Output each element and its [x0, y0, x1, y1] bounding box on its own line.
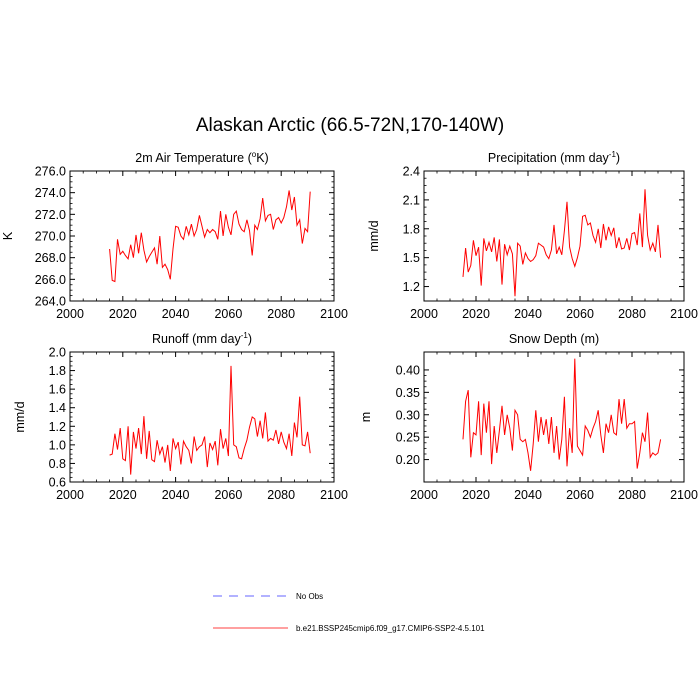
panel-3-xtick-label: 2020 — [109, 488, 137, 502]
panel-1-title: 2m Air Temperature (oK) — [135, 150, 268, 165]
panel-1-xtick-label: 2040 — [162, 307, 190, 321]
panel-1-ytick-label: 272.0 — [35, 208, 66, 222]
panel-2-ytick-label: 1.2 — [403, 280, 420, 294]
panel-3-series-line — [109, 365, 311, 475]
panel-4-ytick-label: 0.35 — [396, 386, 420, 400]
panel-1-xtick-label: 2080 — [267, 307, 295, 321]
panel-4-xtick-label: 2020 — [462, 488, 490, 502]
panel-3-ytick-label: 1.4 — [49, 401, 66, 415]
panel-4-xtick-label: 2100 — [670, 488, 698, 502]
panel-2-xtick-label: 2040 — [514, 307, 542, 321]
panel-3-ytick-label: 0.6 — [49, 476, 66, 490]
panel-4-title: Snow Depth (m) — [509, 332, 599, 346]
panel-3-ytick-label: 0.8 — [49, 457, 66, 471]
panel-2-title: Precipitation (mm day-1) — [488, 150, 620, 165]
panel-3-ylabel: mm/d — [13, 401, 27, 432]
panel-3-xtick-label: 2100 — [320, 488, 348, 502]
panel-4-ylabel: m — [359, 412, 373, 422]
panel-3-ytick-label: 1.2 — [49, 420, 66, 434]
panel-4-xtick-label: 2000 — [410, 488, 438, 502]
panel-4-xtick-label: 2060 — [566, 488, 594, 502]
panel-4-ytick-label: 0.25 — [396, 431, 420, 445]
panel-4-ytick-label: 0.20 — [396, 453, 420, 467]
panel-1-xtick-label: 2000 — [56, 307, 84, 321]
panel-2-ytick-label: 1.8 — [403, 222, 420, 236]
panel-1-ytick-label: 264.0 — [35, 295, 66, 309]
figure-title: Alaskan Arctic (66.5-72N,170-140W) — [195, 115, 505, 136]
panel-1-xtick-label: 2020 — [109, 307, 137, 321]
panel-1-ytick-label: 270.0 — [35, 230, 66, 244]
panel-3-xtick-label: 2060 — [214, 488, 242, 502]
panel-1-ytick-label: 274.0 — [35, 186, 66, 200]
panel-3-ytick-label: 1.6 — [49, 383, 66, 397]
panel-4-ytick-label: 0.30 — [396, 408, 420, 422]
panel-3-xtick-label: 2000 — [56, 488, 84, 502]
panel-1-ylabel: K — [1, 231, 15, 240]
panel-2-series-line — [462, 189, 662, 297]
legend-label-model: b.e21.BSSP245cmip6.f09_g17.CMIP6-SSP2-4.… — [296, 624, 485, 633]
panel-1-series-line — [109, 190, 311, 283]
panel-4-series-line — [462, 358, 662, 471]
panel-2-ytick-label: 1.5 — [403, 251, 420, 265]
panel-3-ytick-label: 2.0 — [49, 346, 66, 360]
panel-1-xtick-label: 2060 — [214, 307, 242, 321]
panel-1-ytick-label: 276.0 — [35, 165, 66, 179]
panel-2-xtick-label: 2100 — [670, 307, 698, 321]
panel-3-ytick-label: 1.0 — [49, 438, 66, 452]
panel-3-title: Runoff (mm day-1) — [152, 331, 252, 346]
panel-2-ytick-label: 2.4 — [403, 165, 420, 179]
panel-1-ytick-label: 268.0 — [35, 251, 66, 265]
panel-2-xtick-label: 2080 — [618, 307, 646, 321]
panel-4-xtick-label: 2080 — [618, 488, 646, 502]
panel-2-xtick-label: 2000 — [410, 307, 438, 321]
legend-label-no-obs: No Obs — [296, 592, 324, 601]
panel-2-xtick-label: 2020 — [462, 307, 490, 321]
panel-1-ytick-label: 266.0 — [35, 273, 66, 287]
panel-3-xtick-label: 2080 — [267, 488, 295, 502]
panel-2-ytick-label: 2.1 — [403, 193, 420, 207]
panel-1-xtick-label: 2100 — [320, 307, 348, 321]
panel-3-ytick-label: 1.8 — [49, 364, 66, 378]
panel-2-xtick-label: 2060 — [566, 307, 594, 321]
panel-3-xtick-label: 2040 — [162, 488, 190, 502]
panel-2-ylabel: mm/d — [367, 220, 381, 251]
panel-4-xtick-label: 2040 — [514, 488, 542, 502]
panel-4-ytick-label: 0.40 — [396, 363, 420, 377]
